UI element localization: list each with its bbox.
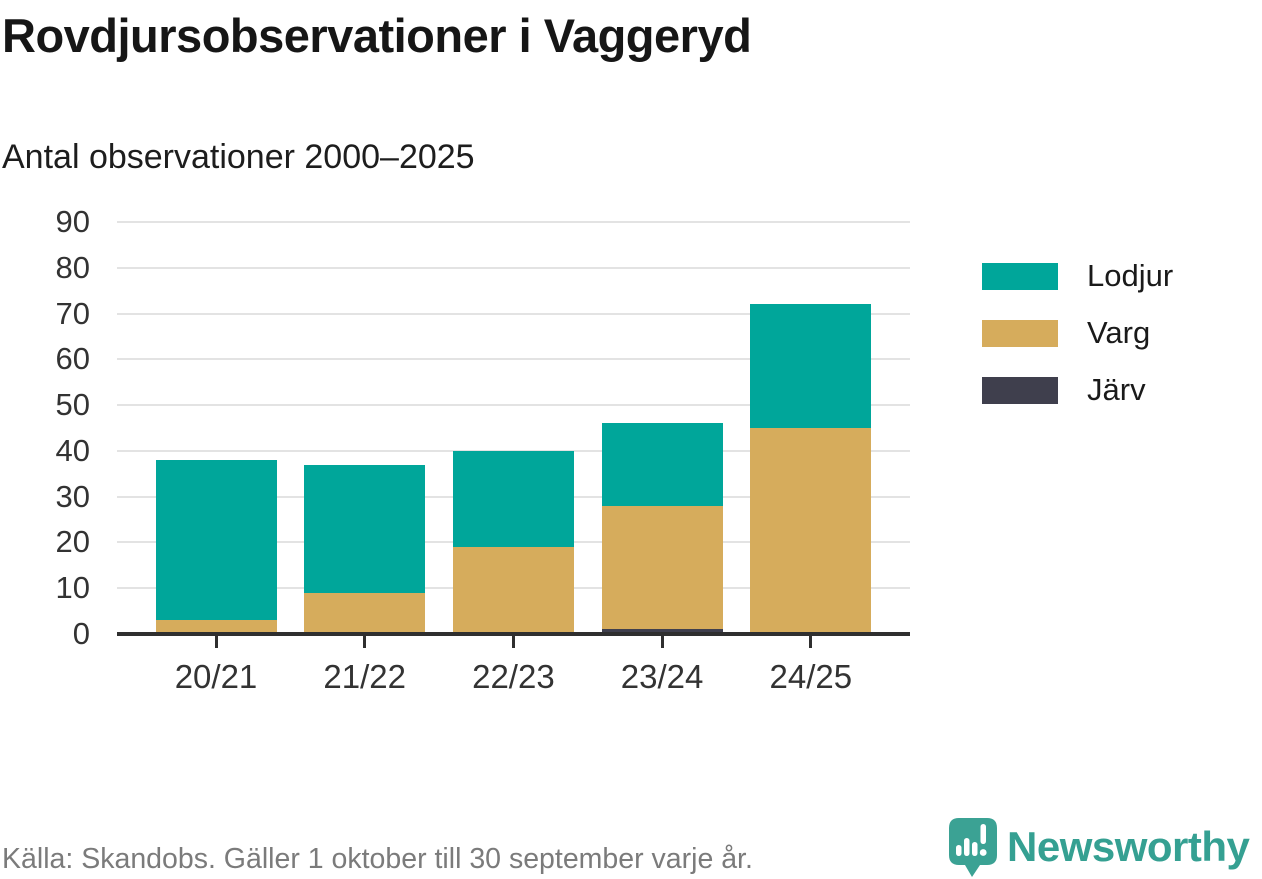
- legend-label: Varg: [1087, 315, 1151, 350]
- legend-label: Lodjur: [1087, 258, 1174, 293]
- y-tick-label: 80: [55, 249, 90, 285]
- gridline: [117, 266, 910, 269]
- newsworthy-wordmark: Newsworthy: [1007, 823, 1250, 870]
- y-tick-label: 20: [55, 524, 90, 560]
- bar-segment-varg: [750, 428, 872, 634]
- bar-segment-lodjur: [750, 304, 872, 428]
- y-tick-label: 50: [55, 387, 90, 423]
- x-axis-line: [117, 632, 910, 636]
- bar-segment-järv: [601, 629, 723, 634]
- x-axis-tick: [660, 636, 664, 648]
- x-axis-tick: [511, 636, 515, 648]
- gridline: [117, 358, 910, 361]
- x-tick-label: 21/22: [323, 658, 406, 695]
- bar-segment-varg: [601, 505, 723, 630]
- chart-subtitle: Antal observationer 2000–2025: [2, 138, 475, 176]
- newsworthy-logo-icon: [949, 818, 997, 877]
- x-axis-tick: [809, 636, 813, 648]
- legend-item: Lodjur: [982, 258, 1173, 293]
- y-tick-label: 90: [55, 204, 90, 239]
- source-note: Källa: Skandobs. Gäller 1 oktober till 3…: [2, 843, 753, 875]
- x-tick-label: 23/24: [620, 658, 704, 695]
- x-tick-label: 22/23: [472, 658, 555, 695]
- y-tick-label: 70: [55, 295, 90, 331]
- legend-swatch: [982, 262, 1058, 290]
- y-tick-label: 60: [55, 341, 90, 377]
- gridline: [117, 221, 910, 223]
- y-tick-label: 0: [72, 616, 90, 651]
- bar-segment-lodjur: [452, 450, 574, 548]
- gridline: [117, 449, 910, 452]
- bar-segment-lodjur: [155, 460, 277, 621]
- bar-segment-lodjur: [304, 464, 426, 593]
- legend-label: Järv: [1087, 372, 1146, 407]
- gridline: [117, 312, 910, 315]
- legend-item: Varg: [982, 315, 1173, 350]
- legend-swatch: [982, 376, 1058, 404]
- y-tick-label: 10: [55, 570, 90, 606]
- legend-swatch: [982, 319, 1058, 347]
- y-tick-label: 40: [55, 432, 90, 468]
- y-tick-label: 30: [55, 478, 90, 514]
- x-tick-label: 24/25: [769, 658, 853, 695]
- x-axis-tick: [214, 636, 218, 648]
- legend: Lodjur Varg Järv: [982, 258, 1173, 433]
- x-tick-label: 20/21: [174, 658, 258, 695]
- bar-segment-varg: [304, 592, 426, 634]
- plot-area: 0 10 20 30 40 50 60 70 80 90 20/21 21/22 22/23 23/24 2…: [56, 205, 910, 695]
- bar-segment-varg: [452, 547, 574, 634]
- x-axis-tick: [363, 636, 367, 648]
- gridline: [117, 404, 910, 407]
- legend-item: Järv: [982, 372, 1173, 407]
- bar-segment-varg: [155, 620, 277, 634]
- bar-segment-lodjur: [601, 423, 723, 506]
- chart-title: Rovdjursobservationer i Vaggeryd: [2, 9, 752, 62]
